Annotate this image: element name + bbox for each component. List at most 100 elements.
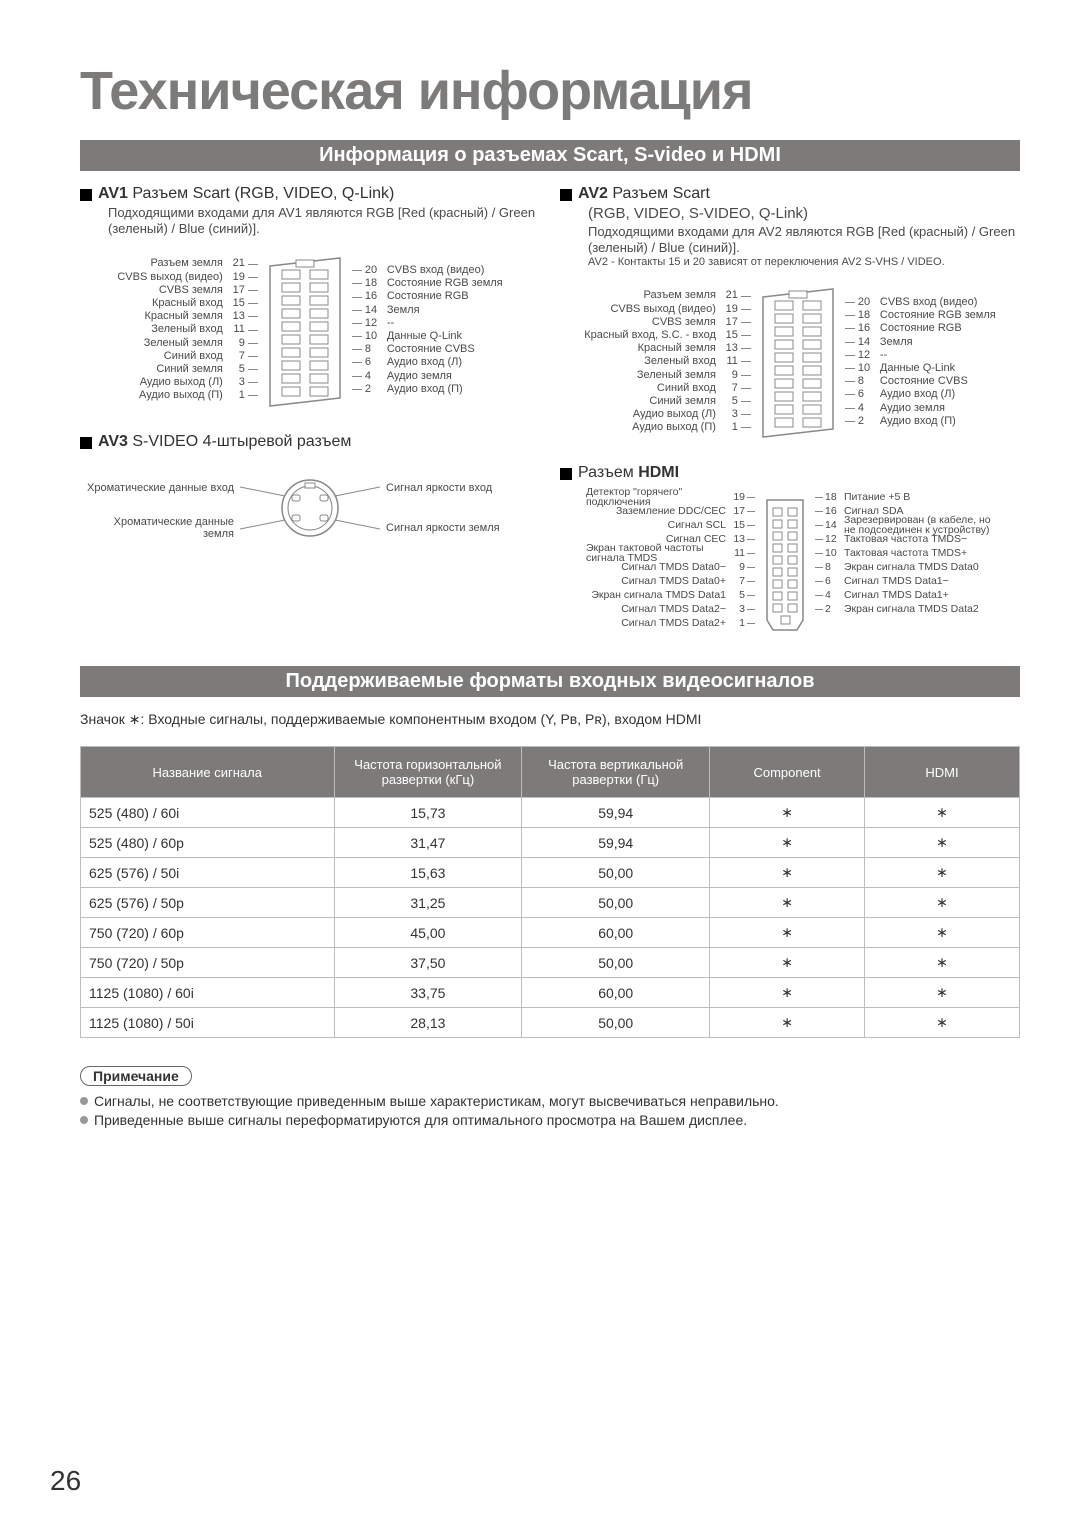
table-cell: ∗ [865, 1008, 1020, 1038]
pin-label: Аудио выход (П) [632, 421, 716, 434]
pin-label: Данные Q-Link [880, 362, 955, 375]
pin-label: CVBS земля [652, 316, 716, 329]
table-header-row: Название сигналаЧастота горизонтальной р… [81, 747, 1020, 798]
pin-number: 4 [858, 402, 876, 415]
pin-label: CVBS выход (видео) [610, 303, 715, 316]
table-cell: ∗ [865, 978, 1020, 1008]
pin-number: 10 [858, 362, 876, 375]
hdmi-connector-icon [755, 490, 815, 640]
pin-row: Синий вход7 [584, 382, 751, 395]
av1-title: AV1 Разъем Scart (RGB, VIDEO, Q-Link) [98, 185, 394, 203]
pin-row: 18Состояние RGB земля [352, 277, 503, 290]
pin-number: 19 [720, 303, 738, 316]
svideo-label: Сигнал яркости вход [386, 482, 492, 494]
pin-label: Зеленый земля [637, 369, 716, 382]
pin-label: Разъем земля [150, 257, 222, 270]
bullet-dot-icon [80, 1116, 88, 1124]
pin-number: 3 [720, 408, 738, 421]
table-cell: ∗ [865, 798, 1020, 828]
table-header-cell: Component [710, 747, 865, 798]
pin-number: 4 [825, 588, 841, 602]
pin-row: 2Экран сигнала TMDS Data2 [815, 602, 994, 616]
banner-formats: Поддерживаемые форматы входных видеосигн… [80, 666, 1020, 697]
table-header-cell: Частота горизонтальной развертки (кГц) [334, 747, 522, 798]
notes-list: Сигналы, не соответствующие приведенным … [80, 1092, 1020, 1128]
pin-row: Экран тактовой частоты сигнала TMDS11 [586, 546, 755, 560]
pin-row: 12-- [352, 317, 503, 330]
pin-row: Сигнал TMDS Data2−3 [586, 602, 755, 616]
pin-row: Детектор "горячего" подключения19 [586, 490, 755, 504]
page-title: Техническая информация [80, 60, 1020, 122]
left-column: AV1 Разъем Scart (RGB, VIDEO, Q-Link) По… [80, 179, 540, 648]
pin-label: Заземление DDC/CEC [616, 506, 726, 517]
av3-heading: AV3 S-VIDEO 4-штыревой разъем [80, 433, 540, 451]
table-cell: ∗ [710, 948, 865, 978]
pin-row: 4Аудио земля [845, 402, 996, 415]
pin-label: Аудио выход (Л) [633, 408, 716, 421]
table-cell: 15,73 [334, 798, 522, 828]
pin-row: Красный вход15 [117, 297, 257, 310]
pin-label: -- [880, 349, 887, 362]
table-cell: ∗ [865, 918, 1020, 948]
pin-row: 20CVBS вход (видео) [352, 264, 503, 277]
table-cell: 45,00 [334, 918, 522, 948]
hdmi-diagram: Детектор "горячего" подключения19 Заземле… [560, 490, 1020, 640]
svideo-diagram: Хроматические данные вход Хроматические … [80, 463, 540, 553]
pin-number: 1 [720, 421, 738, 434]
pin-row: Сигнал TMDS Data0−9 [586, 560, 755, 574]
pin-number: 4 [365, 370, 383, 383]
pin-label: CVBS земля [159, 284, 223, 297]
hdmi-heading: Разъем HDMI [560, 464, 1020, 482]
pin-label: Сигнал SCL [668, 520, 726, 531]
pin-row: Аудио выход (Л) 3 [584, 408, 751, 421]
pin-number: 21 [720, 289, 738, 302]
table-cell: ∗ [710, 1008, 865, 1038]
table-cell: ∗ [710, 888, 865, 918]
av1-desc: Подходящими входами для AV1 являются RGB… [108, 205, 540, 238]
pin-label: Состояние RGB земля [387, 277, 503, 290]
table-cell: 31,25 [334, 888, 522, 918]
pin-label: Разъем земля [644, 289, 716, 302]
pin-label: Красный земля [145, 310, 223, 323]
pin-row: Зеленый земля9 [117, 337, 257, 350]
table-cell: ∗ [865, 858, 1020, 888]
pin-number: 5 [729, 588, 745, 602]
svideo-left-labels: Хроматические данные вход Хроматические … [84, 468, 234, 548]
pin-label: Земля [387, 304, 420, 317]
pin-number: 9 [227, 337, 245, 350]
pin-label: Тактовая частота TMDS+ [844, 548, 967, 559]
scart1-left-pins: Разъем земля21CVBS выход (видео)19CVBS з… [117, 257, 257, 402]
pin-label: Синий земля [156, 363, 222, 376]
scart1-diagram: Разъем земля21CVBS выход (видео)19CVBS з… [80, 248, 540, 413]
table-cell: 525 (480) / 60p [81, 828, 335, 858]
pin-number: 12 [858, 349, 876, 362]
pin-row: 16Состояние RGB [352, 290, 503, 303]
pin-label: Экран сигнала TMDS Data2 [844, 604, 979, 615]
bullet-square-icon [560, 189, 572, 201]
pin-number: 6 [858, 388, 876, 401]
pin-row: Разъем земля 21 [584, 289, 751, 302]
pin-row: Зеленый вход11 [584, 355, 751, 368]
pin-number: 15 [729, 518, 745, 532]
pin-label: Состояние RGB земля [880, 309, 996, 322]
pin-row: CVBS выход (видео)19 [117, 271, 257, 284]
pin-number: 18 [858, 309, 876, 322]
pin-row: Синий вход7 [117, 350, 257, 363]
pin-row: Аудио выход (Л)3 [117, 376, 257, 389]
bullet-square-icon [80, 189, 92, 201]
banner-connectors: Информация о разъемах Scart, S-video и H… [80, 140, 1020, 171]
table-cell: ∗ [865, 948, 1020, 978]
pin-number: 12 [365, 317, 383, 330]
pin-label: Данные Q-Link [387, 330, 462, 343]
pin-label: Аудио вход (Л) [880, 388, 955, 401]
pin-row: 4Сигнал TMDS Data1+ [815, 588, 994, 602]
pin-number: 15 [227, 297, 245, 310]
table-cell: 59,94 [522, 828, 710, 858]
pin-row: 8Состояние CVBS [845, 375, 996, 388]
pin-number: 8 [365, 343, 383, 356]
pin-number: 17 [729, 504, 745, 518]
pin-row: 4Аудио земля [352, 370, 503, 383]
bullet-square-icon [80, 437, 92, 449]
pin-row: 18Питание +5 В [815, 490, 994, 504]
table-cell: 50,00 [522, 1008, 710, 1038]
